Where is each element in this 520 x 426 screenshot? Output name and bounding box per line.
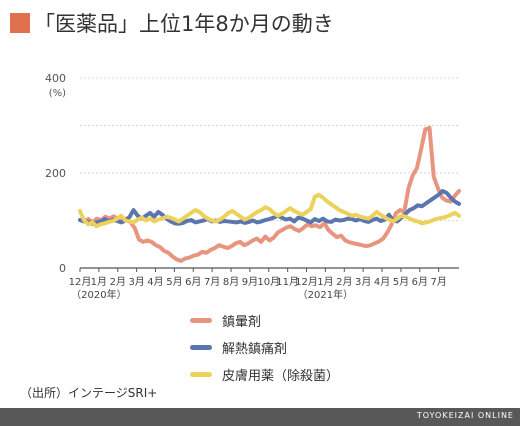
legend-label-hifu: 皮膚用薬（除殺菌） bbox=[222, 369, 340, 384]
x-tick-label: 1月 bbox=[91, 276, 107, 288]
x-tick-label: 12月 bbox=[69, 276, 92, 288]
legend-item-chin: 鎮暈剤 bbox=[190, 308, 339, 333]
title-marker-square bbox=[10, 13, 30, 33]
x-year-label: （2020年） bbox=[71, 288, 126, 300]
x-tick-label: 6月 bbox=[185, 276, 201, 288]
legend-swatch-hifu bbox=[190, 372, 212, 377]
x-tick-label: 3月 bbox=[128, 276, 144, 288]
x-tick-label: 2月 bbox=[110, 276, 126, 288]
x-tick-label: 3月 bbox=[355, 276, 371, 288]
x-tick-label: 8月 bbox=[223, 276, 239, 288]
x-tick-label: 5月 bbox=[393, 276, 409, 288]
footer-bar: TOYOKEIZAI ONLINE bbox=[0, 408, 520, 426]
legend-swatch-kaine bbox=[190, 345, 212, 350]
y-axis-unit: (%) bbox=[49, 88, 66, 99]
x-tick-label: 7月 bbox=[430, 276, 446, 288]
footer-brand: TOYOKEIZAI ONLINE bbox=[416, 411, 514, 420]
chart-title-row: 「医薬品」上位1年8か月の動き bbox=[10, 8, 334, 38]
legend-label-chin: 鎮暈剤 bbox=[222, 315, 262, 330]
legend-swatch-chin bbox=[190, 318, 212, 323]
x-year-label: （2021年） bbox=[298, 288, 353, 300]
source-note: （出所）インテージSRI+ bbox=[20, 386, 158, 400]
y-tick-label: 200 bbox=[45, 167, 66, 180]
x-tick-label: 12月 bbox=[295, 276, 318, 288]
y-tick-label: 400 bbox=[45, 72, 66, 85]
x-tick-label: 4月 bbox=[374, 276, 390, 288]
x-tick-label: 11月 bbox=[276, 276, 299, 288]
x-tick-label: 2月 bbox=[336, 276, 352, 288]
x-tick-label: 9月 bbox=[242, 276, 258, 288]
y-tick-label: 0 bbox=[59, 262, 66, 275]
x-tick-label: 6月 bbox=[412, 276, 428, 288]
legend-label-kaine: 解熱鎮痛剤 bbox=[222, 342, 288, 357]
chart-title: 「医薬品」上位1年8か月の動き bbox=[34, 12, 334, 36]
chart-legend: 鎮暈剤 解熱鎮痛剤 皮膚用薬（除殺菌） bbox=[190, 308, 339, 389]
x-tick-label: 1月 bbox=[317, 276, 333, 288]
legend-item-hifu: 皮膚用薬（除殺菌） bbox=[190, 362, 339, 387]
legend-item-kaine: 解熱鎮痛剤 bbox=[190, 335, 339, 360]
x-tick-label: 10月 bbox=[257, 276, 280, 288]
x-tick-label: 7月 bbox=[204, 276, 220, 288]
x-tick-label: 4月 bbox=[147, 276, 163, 288]
series-line-0 bbox=[78, 125, 461, 263]
series-line-2 bbox=[78, 192, 461, 229]
x-tick-label: 5月 bbox=[166, 276, 182, 288]
